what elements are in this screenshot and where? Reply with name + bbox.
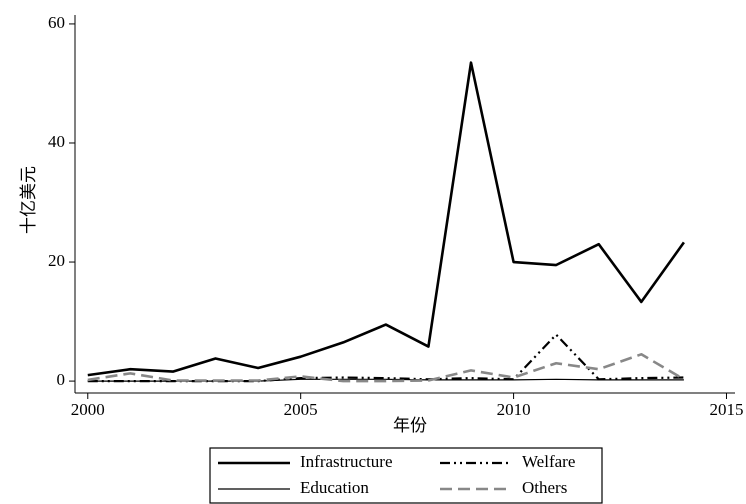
legend-box (209, 447, 603, 504)
legend-label: Infrastructure (300, 452, 393, 471)
series-line (87, 61, 685, 377)
x-tick-label: 2005 (284, 400, 318, 419)
legend-label: Others (522, 478, 567, 497)
legend-label: Education (300, 478, 369, 497)
x-tick-label: 2010 (497, 400, 531, 419)
x-axis-label: 年份 (393, 416, 427, 435)
y-tick-label: 0 (57, 370, 66, 389)
y-tick-label: 40 (48, 132, 65, 151)
series-line (87, 353, 685, 383)
x-tick-label: 2015 (709, 400, 743, 419)
legend-label: Welfare (522, 452, 575, 471)
y-tick-label: 20 (48, 251, 65, 270)
y-tick-label: 60 (48, 13, 65, 32)
series-line (87, 333, 684, 383)
y-axis-label: 十亿美元 (19, 166, 38, 234)
x-tick-label: 2000 (71, 400, 105, 419)
